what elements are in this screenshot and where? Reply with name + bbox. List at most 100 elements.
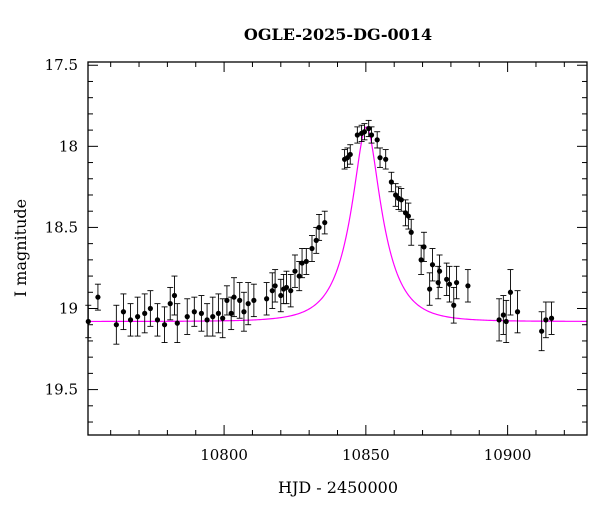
point-marker [269,288,275,294]
data-point [296,261,303,292]
data-point [303,248,310,275]
point-marker [322,219,328,226]
data-point [174,303,181,344]
data-point [368,126,375,144]
data-point [398,188,405,212]
x-tick-label: 10900 [484,446,532,464]
data-point [171,275,178,316]
point-marker [496,317,502,323]
data-point [215,293,222,334]
point-marker [241,309,247,315]
data-point [245,282,252,326]
y-tick-label: 18 [59,137,78,155]
y-tick-label: 18.5 [45,218,78,236]
data-point [263,282,270,316]
point-marker [309,245,315,252]
point-marker [198,310,205,316]
point-marker [283,284,290,291]
point-marker [288,288,294,294]
data-point [382,149,389,170]
data-point [277,278,284,313]
point-marker [292,268,298,274]
y-tick-label: 19 [59,300,78,318]
point-marker [453,279,460,286]
point-marker [120,309,127,315]
data-point [161,306,168,344]
data-point [272,269,279,303]
point-marker [154,317,161,323]
point-marker [161,322,168,328]
y-tick-label: 19.5 [45,381,78,399]
data-point [113,304,120,345]
data-point [496,298,503,342]
point-marker [444,276,450,282]
data-point [287,273,294,308]
point-marker [347,151,353,158]
point-marker [408,229,414,235]
data-point [500,295,507,335]
data-point [450,286,457,324]
data-point [167,286,174,321]
point-marker [436,268,443,274]
point-marker [383,156,389,162]
data-point [316,213,323,241]
point-marker [174,320,180,326]
point-marker [171,292,178,299]
plot-area [85,119,587,352]
point-marker [228,310,234,316]
point-marker [539,328,545,334]
data-point [420,231,427,262]
point-marker [278,292,284,299]
point-marker [446,281,453,287]
point-marker [204,317,210,323]
data-point [184,298,191,335]
point-marker [429,262,436,268]
data-point [408,218,415,246]
data-point [429,248,436,282]
point-marker [113,322,119,328]
point-marker [224,297,230,303]
data-point [94,283,101,311]
data-point [120,293,127,331]
point-marker [507,289,514,295]
point-marker [191,309,197,315]
data-point [503,299,510,344]
point-marker [398,197,404,203]
data-point [507,269,514,316]
data-point [464,269,471,303]
data-point [538,311,545,352]
data-point [236,282,243,319]
point-marker [500,312,506,318]
point-marker [514,309,521,315]
data-point [231,277,238,318]
data-point [388,171,395,193]
point-marker [184,314,190,320]
point-marker [451,302,457,308]
point-marker [231,294,237,300]
point-marker [142,310,148,316]
data-point [299,248,306,279]
chart-title: OGLE-2025-DG-0014 [244,25,432,44]
point-marker [548,315,555,321]
data-point [147,290,154,327]
data-point [198,295,205,332]
data-point [283,270,290,305]
data-point [154,303,161,337]
data-point [514,290,521,334]
point-marker [543,317,549,323]
point-marker [316,224,322,231]
point-marker [210,314,216,320]
axes: 10800 10850 10900 17.5 18 18.5 19 19.5 [45,56,587,464]
point-marker [264,296,270,302]
point-marker [127,317,134,323]
data-point [405,202,412,230]
data-point [127,303,134,337]
point-marker [167,301,173,307]
point-marker [135,314,141,320]
data-point [291,254,298,288]
data-point [191,296,198,327]
data-point [209,296,216,337]
data-point [219,298,226,339]
x-axis-label: HJD - 2450000 [278,478,398,497]
data-point [347,144,354,165]
